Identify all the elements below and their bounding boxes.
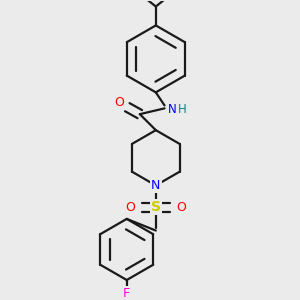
Text: N: N — [167, 103, 176, 116]
Text: F: F — [123, 286, 130, 300]
Text: O: O — [115, 96, 124, 109]
Text: N: N — [151, 179, 160, 192]
Text: S: S — [151, 200, 161, 214]
Text: O: O — [176, 201, 186, 214]
Text: H: H — [178, 103, 187, 116]
Text: O: O — [126, 201, 135, 214]
